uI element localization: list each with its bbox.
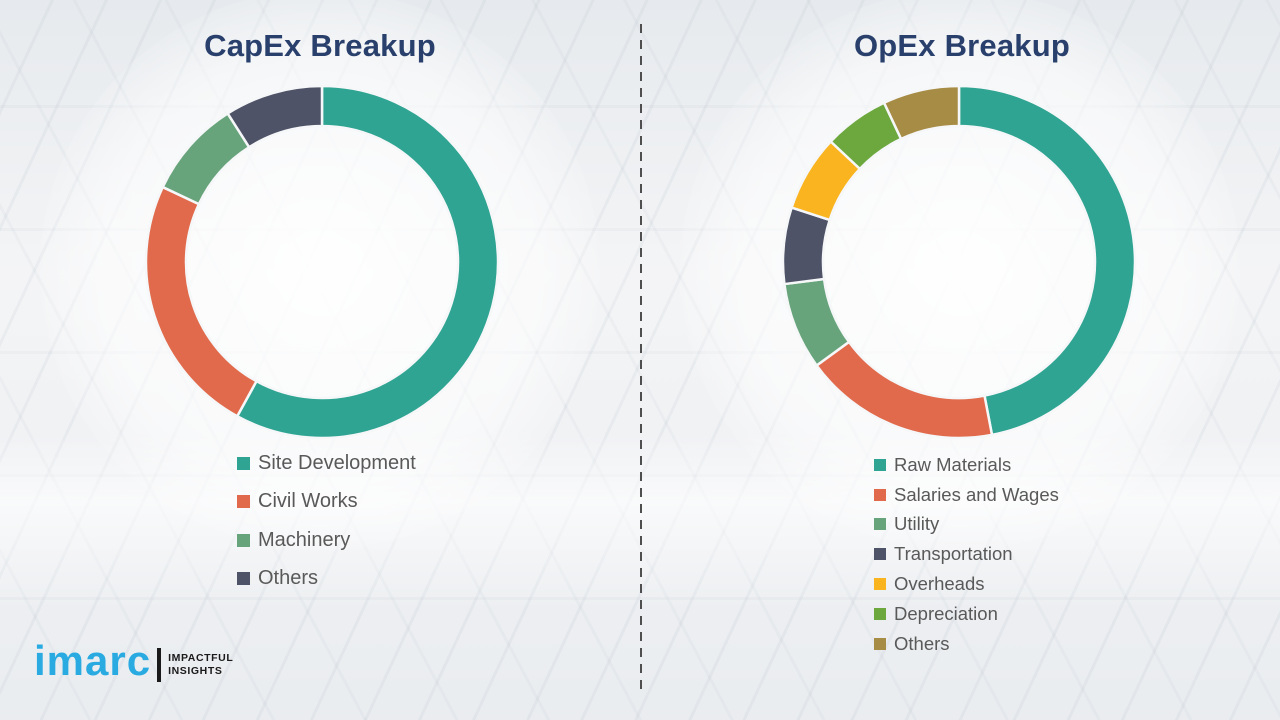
- donut-slice-raw-materials: [957, 84, 1137, 437]
- legend-marker-civil-works: [237, 495, 250, 509]
- legend-label-overheads: Overheads: [894, 573, 985, 595]
- legend-marker-transportation: [874, 548, 886, 561]
- legend-item-machinery: Machinery: [237, 521, 416, 560]
- legend-label-site-development: Site Development: [258, 451, 416, 474]
- imarc-tagline-line1: IMPACTFUL: [168, 651, 234, 664]
- legend-item-salaries-and-wages: Salaries and Wages: [874, 480, 1059, 510]
- donut-slice-others: [882, 84, 961, 141]
- legend-label-raw-materials: Raw Materials: [894, 453, 1012, 475]
- legend-label-machinery: Machinery: [258, 528, 351, 551]
- legend-label-transportation: Transportation: [894, 543, 1013, 565]
- legend-item-raw-materials: Raw Materials: [874, 450, 1059, 480]
- legend-label-utility: Utility: [894, 513, 940, 535]
- legend-label-others: Others: [258, 567, 319, 590]
- capex-donut-chart: [144, 84, 500, 440]
- legend-marker-depreciation: [874, 607, 886, 620]
- imarc-logo-wordmark: imarc: [34, 637, 152, 684]
- legend-item-utility: Utility: [874, 510, 1059, 540]
- dashed-divider-line: [640, 24, 642, 690]
- capex-legend: Site Development Civil Works Machinery Othe…: [237, 444, 416, 598]
- legend-item-others: Others: [874, 629, 1059, 659]
- imarc-logo-divider-bar: [157, 648, 162, 682]
- legend-item-overheads: Overheads: [874, 569, 1059, 599]
- legend-item-others: Others: [237, 560, 416, 599]
- legend-marker-others: [874, 637, 886, 650]
- legend-label-others: Others: [894, 632, 950, 654]
- donut-slice-civil-works: [144, 185, 258, 418]
- legend-marker-raw-materials: [874, 458, 886, 471]
- capex-panel: CapEx Breakup Site Development Civil Work…: [144, 28, 500, 598]
- donut-slice-others: [226, 84, 324, 149]
- legend-marker-utility: [874, 518, 886, 531]
- capex-title: CapEx Breakup: [204, 28, 436, 63]
- imarc-logo: imarc IMPACTFUL INSIGHTS: [34, 640, 233, 682]
- donut-slice-transportation: [781, 206, 831, 286]
- legend-label-civil-works: Civil Works: [258, 490, 358, 513]
- legend-item-civil-works: Civil Works: [237, 483, 416, 522]
- donut-slice-salaries-and-wages: [815, 340, 994, 440]
- legend-marker-salaries-and-wages: [874, 488, 886, 501]
- legend-marker-site-development: [237, 456, 250, 470]
- legend-marker-machinery: [237, 533, 250, 547]
- imarc-logo-tagline: IMPACTFUL INSIGHTS: [168, 652, 233, 678]
- imarc-tagline-line2: INSIGHTS: [168, 665, 223, 677]
- legend-item-site-development: Site Development: [237, 444, 416, 483]
- donut-slice-site-development: [235, 84, 500, 440]
- legend-marker-overheads: [874, 578, 886, 591]
- legend-marker-others: [237, 572, 250, 586]
- legend-label-salaries-and-wages: Salaries and Wages: [894, 483, 1059, 505]
- opex-legend: Raw Materials Salaries and Wages Utility Tr…: [874, 450, 1059, 659]
- legend-item-transportation: Transportation: [874, 539, 1059, 569]
- opex-panel: OpEx Breakup Raw Materials Salaries and W…: [642, 0, 1280, 720]
- legend-label-depreciation: Depreciation: [894, 602, 998, 624]
- legend-item-depreciation: Depreciation: [874, 599, 1059, 629]
- opex-donut-chart: [781, 84, 1137, 440]
- opex-title: OpEx Breakup: [853, 28, 1071, 63]
